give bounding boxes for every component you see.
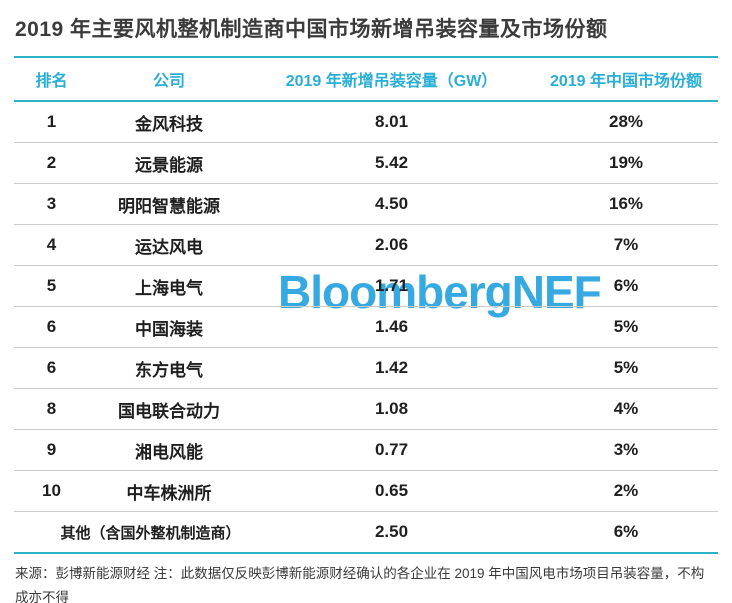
table-row: 3 明阳智慧能源 4.50 16% [14,184,718,225]
capacity-cell: 5.42 [374,153,409,172]
rank-cell: 5 [46,276,57,295]
company-cell: 金风科技 [135,114,203,134]
table-row: 6 东方电气 1.42 5% [14,348,718,389]
table-row: 8 国电联合动力 1.08 4% [14,389,718,430]
rank-cell: 6 [46,317,57,336]
share-cell: 2% [613,481,639,500]
company-cell: 其他（含国外整机制造商） [60,524,241,542]
table-row: 2 远景能源 5.42 19% [14,143,718,184]
company-cell: 上海电气 [135,278,203,298]
rank-cell: 1 [46,112,57,131]
share-cell: 6% [613,276,639,295]
source-note: 来源：彭博新能源财经 注：此数据仅反映彭博新能源财经确认的各企业在 2019 年… [15,562,717,603]
rank-cell: 6 [46,358,57,377]
table-row: 5 上海电气 1.71 6% [14,266,718,307]
company-cell: 运达风电 [135,237,203,257]
column-header-company: 公司 [152,73,185,90]
company-cell: 国电联合动力 [118,401,220,421]
column-header-capacity: 2019 年新增吊装容量（GW） [285,73,498,90]
company-cell: 中国海装 [135,319,203,339]
capacity-cell: 1.42 [374,358,409,377]
capacity-cell: 0.77 [374,440,409,459]
company-cell: 远景能源 [135,155,203,175]
table-row: 9 湘电风能 0.77 3% [14,430,718,471]
rank-cell: 3 [46,194,57,213]
capacity-cell: 2.06 [374,235,409,254]
table-row: 1 金风科技 8.01 28% [14,102,718,143]
share-cell: 7% [613,235,639,254]
bloombergnef-watermark: BloombergNEF [278,266,602,318]
share-cell: 3% [613,440,639,459]
capacity-cell: 8.01 [374,112,409,131]
capacity-cell: 4.50 [374,194,409,213]
company-cell: 东方电气 [135,360,203,380]
rank-cell: 2 [46,153,57,172]
market-share-table: 排名 公司 2019 年新增吊装容量（GW） 2019 年中国市场份额 1 金风… [14,56,718,554]
column-header-share: 2019 年中国市场份额 [549,73,703,90]
source-note-line1: 来源：彭博新能源财经 注：此数据仅反映彭博新能源财经确认的各企业在 2019 年… [15,566,705,603]
rank-cell: 8 [46,399,57,418]
column-header-rank: 排名 [35,73,68,90]
capacity-cell: 0.65 [374,481,409,500]
share-cell: 4% [613,399,639,418]
table-header-row: 排名 公司 2019 年新增吊装容量（GW） 2019 年中国市场份额 [14,58,718,102]
rank-cell: 10 [42,481,61,500]
share-cell: 6% [613,522,639,541]
rank-cell: 4 [46,235,57,254]
capacity-cell: 1.71 [374,276,409,295]
share-cell: 16% [608,194,644,213]
share-cell: 28% [608,112,644,131]
table-row: 10 中车株洲所 0.65 2% [14,471,718,512]
share-cell: 5% [613,358,639,377]
share-cell: 5% [613,317,639,336]
company-cell: 湘电风能 [135,442,203,462]
capacity-cell: 1.08 [374,399,409,418]
company-cell: 明阳智慧能源 [118,196,220,216]
capacity-cell: 1.46 [374,317,409,336]
company-cell: 中车株洲所 [126,483,212,503]
table-row-other: 其他（含国外整机制造商） 2.50 6% [14,512,718,552]
table-row: 4 运达风电 2.06 7% [14,225,718,266]
share-cell: 19% [608,153,644,172]
capacity-cell: 2.50 [374,522,409,541]
table-row: 6 中国海装 1.46 5% [14,307,718,348]
page-title: 2019 年主要风机整机制造商中国市场新增吊装容量及市场份额 [15,18,608,41]
rank-cell: 9 [46,440,57,459]
